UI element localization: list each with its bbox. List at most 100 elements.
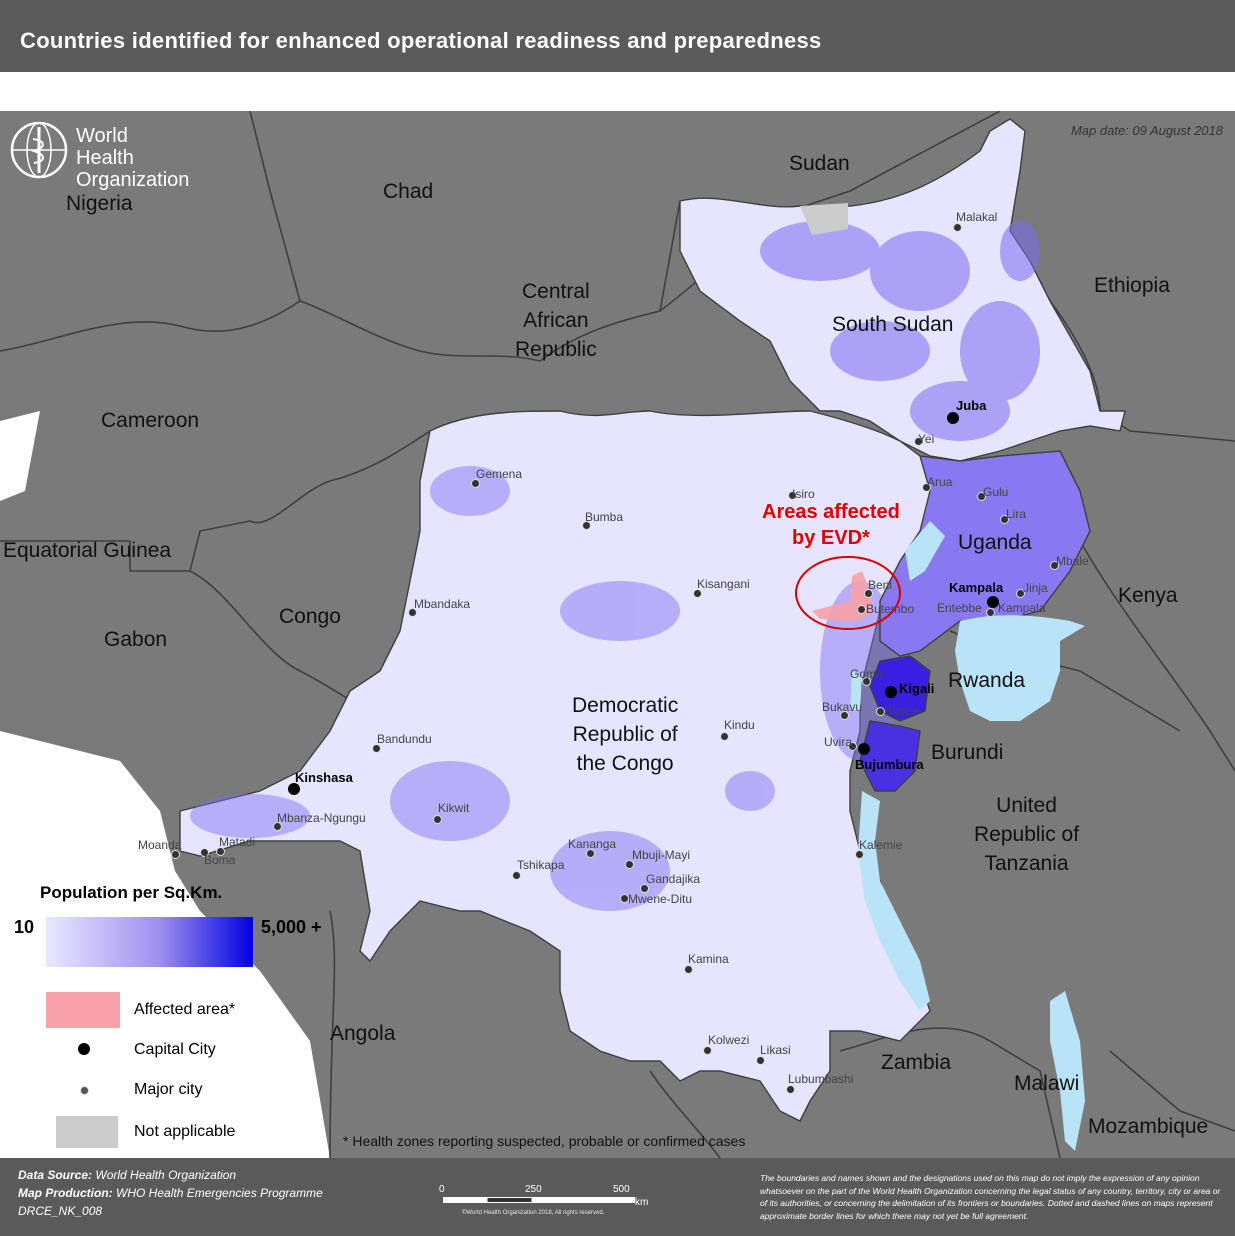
footer-bar: Data Source: World Health Organization M… [0,1158,1235,1236]
legend-swatch-na [56,1116,118,1148]
city-label: Mwene-Ditu [628,892,693,906]
city-label: Kikwit [438,801,470,815]
map-production: Map Production: WHO Health Emergencies P… [18,1186,323,1200]
city-label: Gulu [983,485,1009,499]
legend-swatch-affected [46,992,120,1028]
city-label: Bukavu [822,700,863,714]
city-marker [171,850,180,859]
who-emblem-icon [10,121,68,179]
city-label: Boma [204,853,236,867]
city-label: Isiro [792,487,815,501]
legend-city-icon [80,1086,89,1095]
burundi-shape [859,720,921,792]
city-label: Jinja [1023,581,1048,595]
city-label: Butare [884,704,920,718]
city-label: Yei [918,432,935,446]
capital-label: Kinshasa [295,770,353,785]
lake-malawi [1050,991,1085,1151]
city-marker [848,742,857,751]
city-label: Kindu [724,718,755,732]
city-marker [693,589,702,598]
country-label-kenya: Kenya [1118,584,1178,607]
who-name: World Health Organization [76,125,190,191]
country-label-uganda: Uganda [958,531,1032,554]
city-label: Mbanza-Ngungu [277,811,366,825]
city-label: Kisangani [697,577,750,591]
city-marker [862,677,871,686]
city-marker [1050,561,1059,570]
city-marker [786,1085,795,1094]
city-marker [876,707,885,716]
city-label: Butembo [866,602,915,616]
south-sudan-density [760,221,1040,441]
city-marker [586,849,595,858]
city-label: Malakal [956,210,998,224]
city-label: Tshikapa [517,858,565,872]
lake-victoria [955,615,1085,721]
country-label-zambia: Zambia [881,1051,952,1074]
capital-label: Bujumbura [855,757,924,772]
legend-max-label: 5,000 + [261,917,322,937]
lake-albert [905,521,945,581]
city-marker [471,479,480,488]
city-label: Lira [1006,507,1027,521]
ocean [0,411,40,501]
city-marker [200,848,209,857]
city-label: Mbale [1056,554,1089,568]
disclaimer: The boundaries and names shown and the d… [760,1173,1221,1221]
city-label: Bandundu [377,732,432,746]
lake-tanganyika [858,791,930,1011]
city-label: Beni [868,578,893,592]
city-marker [273,822,282,831]
capital-label: Kigali [899,681,935,696]
city-marker [1000,515,1009,524]
city-marker [433,815,442,824]
country-label-tanzania: United Republic of Tanzania [974,794,1080,875]
city-marker [953,223,962,232]
city-marker [582,521,591,530]
city-marker [720,732,729,741]
city-label: Mbuji-Mayi [632,848,691,862]
city-marker [977,492,986,501]
legend-capital-icon [78,1043,90,1055]
country-label-angola: Angola [330,1022,396,1045]
city-marker [756,1056,765,1065]
city-label: Matadi [219,835,256,849]
capital-marker [885,686,897,698]
city-label: Kalemie [859,838,903,852]
scale-tick: 250 [525,1184,542,1195]
capital-label: Juba [956,398,987,413]
city-marker [408,608,417,617]
city-label: Gandajika [646,872,701,886]
capital-marker [858,743,870,755]
city-marker [620,894,629,903]
affected-areas-label: Areas affected by EVD* [762,501,900,549]
city-marker [703,1046,712,1055]
country-label-mozambique: Mozambique [1088,1115,1209,1138]
capital-marker [288,783,300,795]
legend-label-city: Major city [134,1081,203,1098]
city-label: Bumba [585,510,624,524]
city-label: Kampala [998,601,1046,615]
city-marker [864,589,873,598]
city-label: Kananga [568,837,617,851]
scale-tick: 0 [439,1184,445,1195]
country-label-malawi: Malawi [1014,1072,1080,1095]
legend-title: Population per Sq.Km. [40,883,223,902]
map-panel[interactable]: World Health Organization Map date: 09 A… [0,111,1235,1158]
city-marker [922,483,931,492]
country-label-sudan: Sudan [789,152,850,175]
city-marker [914,437,923,446]
header-bar: Countries identified for enhanced operat… [0,0,1235,72]
city-marker [640,884,649,893]
city-marker [840,711,849,720]
page-title: Countries identified for enhanced operat… [20,28,822,53]
lake-kivu [850,671,862,711]
country-label-south-sudan: South Sudan [832,313,954,336]
city-marker [512,871,521,880]
city-label: Goma [850,667,883,681]
capital-label: Kampala [949,580,1004,595]
city-label: Mbandaka [414,597,471,611]
capital-marker [987,596,999,608]
country-label-drc: Democratic Republic of the Congo [572,694,679,775]
